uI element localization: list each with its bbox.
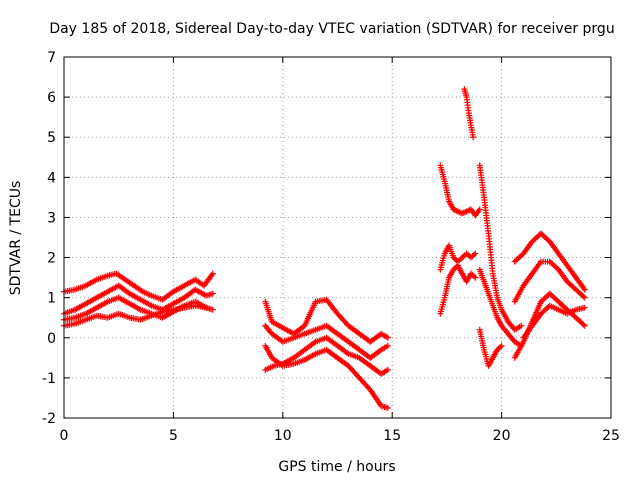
x-tick-label: 10 (274, 428, 292, 444)
data-point (203, 304, 210, 311)
data-point (209, 306, 216, 313)
series-seg3-b (461, 86, 477, 141)
data-point (581, 286, 588, 293)
series-seg4-d (520, 302, 588, 341)
data-point (384, 404, 391, 411)
data-point (580, 293, 587, 300)
data-point (581, 294, 588, 301)
data-point (472, 274, 479, 281)
series-seg1-a (61, 270, 216, 303)
series-seg1-d (61, 302, 210, 329)
grid-layer (64, 57, 611, 418)
marks-layer (61, 86, 588, 411)
x-axis-label: GPS time / hours (278, 459, 395, 475)
data-point (581, 304, 588, 311)
series-seg2-a (262, 296, 391, 345)
series-seg4-b (511, 258, 588, 305)
plot-frame (63, 56, 612, 419)
series-seg3-c (437, 242, 479, 273)
series-seg2-d (262, 334, 391, 377)
x-tick-label: 20 (493, 428, 511, 444)
y-tick-label: 1 (47, 291, 56, 307)
series-seg2-c (262, 342, 391, 411)
series-seg3-d (437, 262, 479, 317)
data-point (311, 339, 318, 346)
y-tick-label: 2 (47, 251, 56, 267)
data-point (209, 270, 216, 277)
series-seg3-a (437, 162, 483, 219)
y-tick-label: 3 (47, 210, 56, 226)
x-tick-label: 5 (169, 428, 178, 444)
data-point (472, 250, 479, 257)
y-tick-label: -2 (42, 411, 56, 427)
x-tick-label: 25 (602, 428, 620, 444)
series-seg4-a (511, 230, 588, 293)
data-point (344, 349, 351, 356)
data-point (384, 342, 391, 349)
y-tick-label: 0 (47, 331, 56, 347)
y-tick-label: 6 (47, 90, 56, 106)
x-tick-label: 0 (60, 428, 69, 444)
ticks-layer: 0 5 10 15 20 25 -2 -1 0 1 2 3 4 5 6 7 (42, 50, 620, 444)
y-tick-label: 4 (47, 170, 56, 186)
series-seg3-e (476, 162, 525, 333)
data-point (580, 321, 587, 328)
series-seg2-b (262, 322, 391, 361)
x-tick-label: 15 (383, 428, 401, 444)
data-point (376, 347, 383, 354)
y-axis-label: SDTVAR / TECUs (8, 181, 24, 296)
data-point (518, 322, 525, 329)
data-point (384, 334, 391, 341)
series-seg3-f (476, 266, 525, 349)
data-point (476, 206, 483, 213)
chart-title: Day 185 of 2018, Sidereal Day-to-day VTE… (49, 21, 614, 37)
series-seg3-g (476, 326, 505, 369)
data-point (384, 366, 391, 373)
data-point (581, 322, 588, 329)
data-point (470, 134, 477, 141)
y-tick-label: 5 (47, 130, 56, 146)
y-tick-label: -1 (42, 371, 56, 387)
data-point (209, 290, 216, 297)
y-tick-label: 7 (47, 50, 56, 66)
data-point (498, 342, 505, 349)
